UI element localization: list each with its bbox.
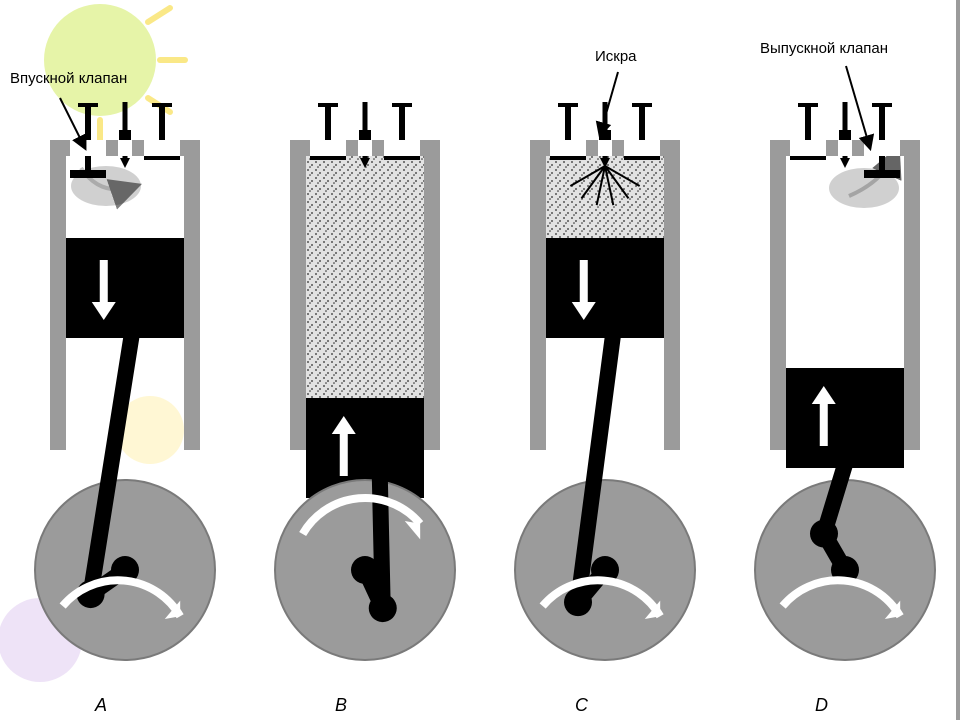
right-edge-bar [956, 0, 960, 720]
spark-label: Искра [595, 48, 637, 65]
panel-letter-a: A [95, 695, 107, 716]
panel-letter-c: C [575, 695, 588, 716]
exhaust-label-arrow [846, 66, 870, 148]
panel-letter-d: D [815, 695, 828, 716]
panel-letter-b: B [335, 695, 347, 716]
intake-valve-label: Впускной клапан [10, 70, 127, 87]
diagram-stage: Впускной клапан Искра Выпускной клапан A… [0, 0, 960, 720]
exhaust-valve-label: Выпускной клапан [760, 40, 888, 57]
annotation-layer [0, 0, 960, 720]
spark-label-arrow [600, 72, 618, 135]
intake-label-arrow [60, 98, 85, 148]
